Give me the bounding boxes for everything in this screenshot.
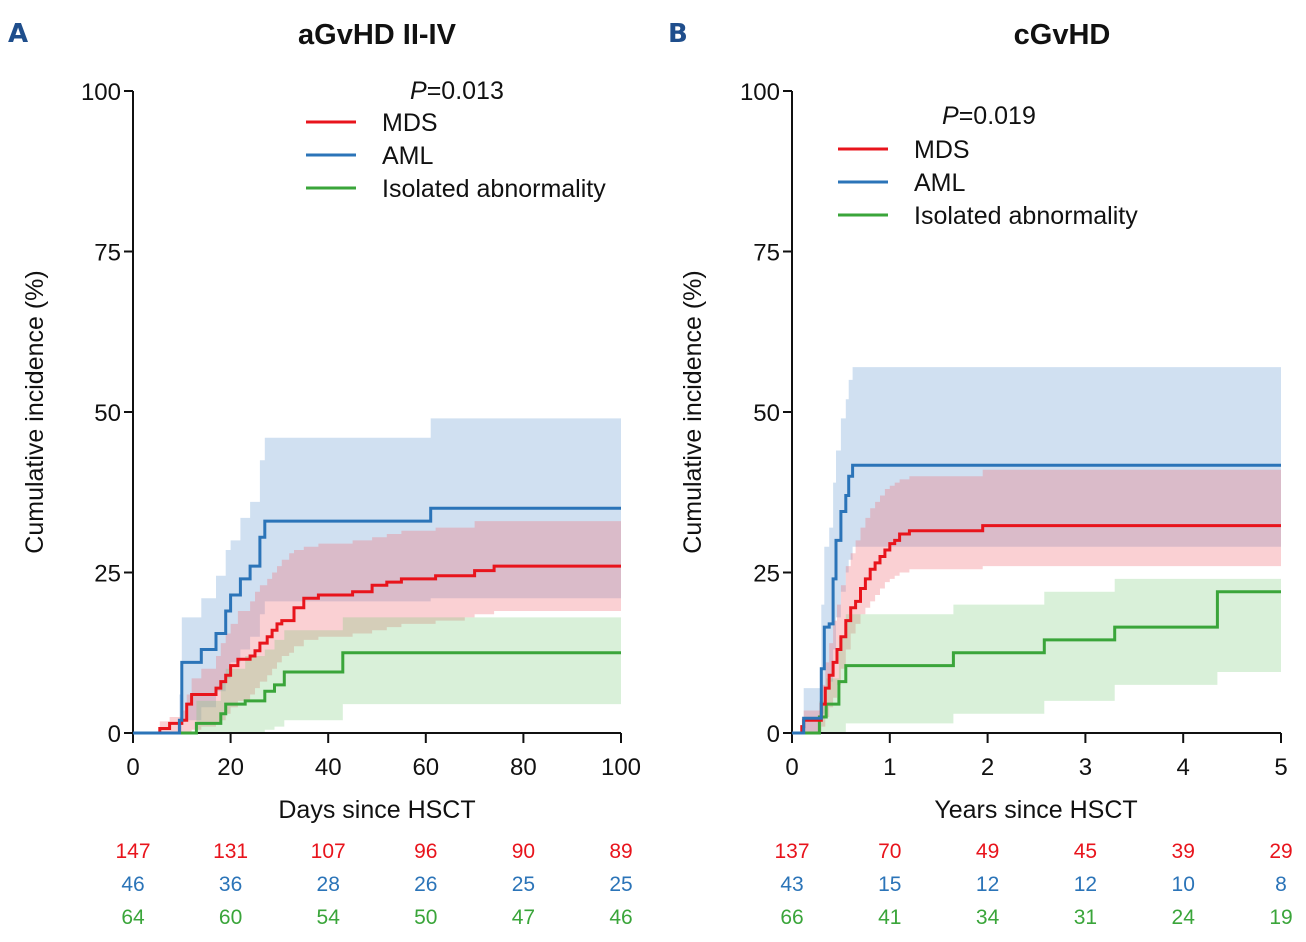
risk-count-aml: 28 <box>317 873 340 896</box>
legend-label-mds: MDS <box>382 109 438 137</box>
panel-a-title: aGvHD II-IV <box>298 19 457 51</box>
risk-count-isolated-abnormality: 50 <box>414 906 437 929</box>
panel-b-p-number: =0.019 <box>959 102 1036 130</box>
risk-count-mds: 39 <box>1172 840 1195 863</box>
x-tick-label: 0 <box>126 754 139 781</box>
risk-count-mds: 96 <box>414 840 437 863</box>
panel-a-x-axis-label: Days since HSCT <box>278 796 475 824</box>
series-line-aml <box>792 463 1281 735</box>
risk-count-mds: 131 <box>213 840 248 863</box>
risk-count-isolated-abnormality: 46 <box>609 906 632 929</box>
panel-a-risk-table: 147 131 107 96 90 89 46 36 28 26 25 25 64 60 54 50 47 46 <box>115 840 632 929</box>
panel-a-legend: MDS AML Isolated abnormality <box>306 109 606 203</box>
risk-count-mds: 29 <box>1269 840 1292 863</box>
legend-label-mds: MDS <box>914 136 970 164</box>
x-tick-label: 2 <box>981 754 994 781</box>
risk-count-isolated-abnormality: 41 <box>878 906 901 929</box>
ci-band-mds <box>133 521 621 733</box>
risk-count-isolated-abnormality: 66 <box>780 906 803 929</box>
risk-count-aml: 12 <box>1074 873 1097 896</box>
x-tick-label: 5 <box>1274 754 1287 781</box>
risk-count-aml: 25 <box>609 873 632 896</box>
risk-count-isolated-abnormality: 34 <box>976 906 1000 929</box>
series-line-mds <box>133 564 621 735</box>
risk-count-mds: 45 <box>1074 840 1097 863</box>
x-tick-label: 60 <box>412 754 439 781</box>
y-tick-label: 75 <box>753 240 780 267</box>
y-tick-label: 0 <box>767 721 780 748</box>
panel-a-p-number: =0.013 <box>427 77 504 105</box>
risk-count-aml: 36 <box>219 873 242 896</box>
panel-a-y-axis-label: Cumulative incidence (%) <box>21 270 49 553</box>
risk-count-isolated-abnormality: 24 <box>1172 906 1196 929</box>
x-tick-label: 20 <box>217 754 244 781</box>
x-tick-label: 40 <box>315 754 342 781</box>
ci-band-isolated-abnormality <box>792 578 1281 733</box>
panel-b-y-axis-label: Cumulative incidence (%) <box>679 270 707 553</box>
risk-count-mds: 90 <box>512 840 535 863</box>
panel-a-plot: 0 25 50 75 100 0 20 40 60 80 100 <box>81 79 641 781</box>
x-tick-label: 0 <box>785 754 798 781</box>
risk-count-mds: 147 <box>115 840 150 863</box>
y-tick-label: 100 <box>740 79 780 106</box>
risk-count-isolated-abnormality: 31 <box>1074 906 1097 929</box>
panel-b-title: cGvHD <box>1014 19 1111 51</box>
series-line-aml <box>133 506 621 735</box>
legend-label-aml: AML <box>382 142 434 170</box>
risk-count-isolated-abnormality: 47 <box>512 906 535 929</box>
risk-count-mds: 107 <box>311 840 346 863</box>
panel-a-letter: A <box>8 19 28 49</box>
ci-band-mds <box>792 469 1281 733</box>
risk-count-aml: 26 <box>414 873 437 896</box>
risk-count-aml: 8 <box>1275 873 1287 896</box>
risk-count-mds: 137 <box>774 840 809 863</box>
risk-count-isolated-abnormality: 54 <box>317 906 341 929</box>
panel-b-x-axis-label: Years since HSCT <box>934 796 1137 824</box>
series-line-mds <box>792 524 1281 735</box>
series-line-isolated-abnormality <box>792 590 1281 735</box>
legend-label-isolated-abnormality: Isolated abnormality <box>382 175 606 203</box>
risk-count-aml: 43 <box>780 873 803 896</box>
risk-count-aml: 12 <box>976 873 999 896</box>
panel-b-p-value: P=0.019 <box>942 102 1036 130</box>
x-tick-label: 80 <box>510 754 537 781</box>
series-line-isolated-abnormality <box>133 651 621 735</box>
panel-b-risk-table: 137 70 49 45 39 29 43 15 12 12 10 8 66 41 34 31 24 19 <box>774 840 1292 929</box>
risk-count-aml: 46 <box>121 873 144 896</box>
panel-b-letter: B <box>668 19 688 49</box>
ci-band-aml <box>133 418 621 733</box>
panel-b-plot: 0 25 50 75 100 0 1 2 3 4 5 <box>740 79 1288 781</box>
risk-count-aml: 15 <box>878 873 901 896</box>
risk-count-isolated-abnormality: 60 <box>219 906 242 929</box>
panel-b: B cGvHD P=0.019 Years since HSCT Cumulat… <box>668 19 1293 929</box>
y-tick-label: 50 <box>94 400 121 427</box>
risk-count-isolated-abnormality: 19 <box>1269 906 1292 929</box>
y-tick-label: 25 <box>753 561 780 588</box>
risk-count-isolated-abnormality: 64 <box>121 906 145 929</box>
y-tick-label: 50 <box>753 400 780 427</box>
x-tick-label: 4 <box>1177 754 1190 781</box>
panel-a-p-label: P <box>410 77 427 105</box>
y-tick-label: 25 <box>94 561 121 588</box>
risk-count-mds: 49 <box>976 840 999 863</box>
y-tick-label: 75 <box>94 240 121 267</box>
risk-count-aml: 25 <box>512 873 535 896</box>
panel-b-p-label: P <box>942 102 959 130</box>
panel-b-legend: MDS AML Isolated abnormality <box>838 136 1138 230</box>
ci-band-isolated-abnormality <box>133 611 621 733</box>
risk-count-mds: 70 <box>878 840 901 863</box>
y-tick-label: 100 <box>81 79 121 106</box>
x-tick-label: 3 <box>1079 754 1092 781</box>
ci-band-aml <box>792 367 1281 733</box>
legend-label-isolated-abnormality: Isolated abnormality <box>914 202 1138 230</box>
y-tick-label: 0 <box>108 721 121 748</box>
x-tick-label: 100 <box>601 754 641 781</box>
panel-a: A aGvHD II-IV P=0.013 Days since HSCT Cu… <box>8 19 641 929</box>
legend-label-aml: AML <box>914 169 966 197</box>
risk-count-mds: 89 <box>609 840 632 863</box>
risk-count-aml: 10 <box>1172 873 1195 896</box>
x-tick-label: 1 <box>883 754 896 781</box>
panel-a-p-value: P=0.013 <box>410 77 504 105</box>
